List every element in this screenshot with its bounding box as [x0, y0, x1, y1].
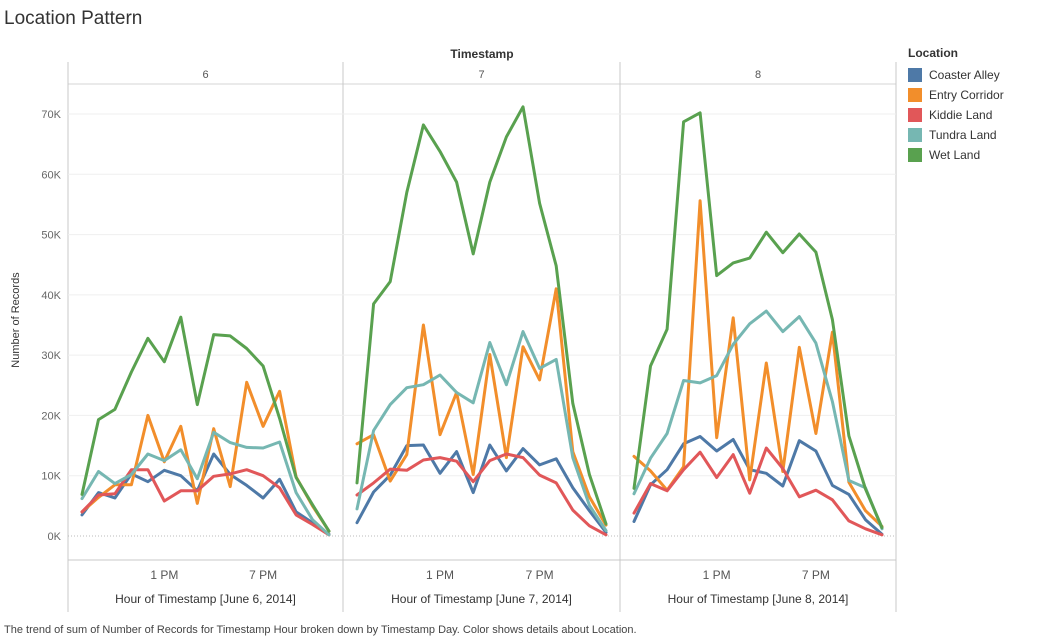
- y-tick-label: 0K: [48, 531, 62, 543]
- y-tick-label: 60K: [41, 169, 61, 181]
- series-line-tundra-land-day-8: [632, 309, 884, 531]
- panel-header-8: 8: [755, 69, 761, 81]
- legend-swatch: [908, 148, 922, 162]
- x-axis-label: Hour of Timestamp [June 7, 2014]: [391, 592, 572, 606]
- legend-item-wet-land[interactable]: Wet Land: [908, 145, 1004, 165]
- y-tick-label: 10K: [41, 471, 61, 483]
- series-line-entry-corridor-day-7: [355, 287, 608, 527]
- y-tick-label: 40K: [41, 290, 61, 302]
- legend-swatch: [908, 128, 922, 142]
- x-axis-label: Hour of Timestamp [June 8, 2014]: [668, 592, 849, 606]
- legend-swatch: [908, 68, 922, 82]
- series-line-tundra-land-day-7: [355, 330, 608, 533]
- y-tick-label: 20K: [41, 410, 61, 422]
- series-line-tundra-land-day-6: [80, 430, 331, 537]
- series-line-kiddie-land-day-7: [355, 452, 608, 537]
- legend-label: Tundra Land: [929, 128, 997, 142]
- legend-label: Coaster Alley: [929, 68, 1000, 82]
- legend-label: Wet Land: [929, 148, 981, 162]
- series-line-entry-corridor-day-6: [80, 380, 331, 533]
- legend-label: Entry Corridor: [929, 88, 1004, 102]
- x-axis-label: Hour of Timestamp [June 6, 2014]: [115, 592, 296, 606]
- y-axis-label: Number of Records: [10, 272, 22, 368]
- series-line-entry-corridor-day-8: [632, 199, 884, 528]
- legend-items: Coaster Alley Entry Corridor Kiddie Land Tu…: [908, 65, 1004, 165]
- x-tick-label: 1 PM: [703, 568, 731, 582]
- legend: Location Coaster Alley Entry Corridor Kidd…: [908, 46, 1004, 165]
- x-tick-label: 1 PM: [426, 568, 454, 582]
- y-tick-label: 30K: [41, 350, 61, 362]
- x-tick-label: 7 PM: [249, 568, 277, 582]
- legend-label: Kiddie Land: [929, 108, 993, 122]
- series-line-wet-land-day-7: [355, 105, 608, 526]
- legend-item-entry-corridor[interactable]: Entry Corridor: [908, 85, 1004, 105]
- column-header: Timestamp: [450, 47, 513, 61]
- panel-header-7: 7: [478, 69, 484, 81]
- series-line-wet-land-day-8: [632, 111, 884, 530]
- chart-caption: The trend of sum of Number of Records fo…: [4, 624, 637, 636]
- y-tick-label: 50K: [41, 230, 61, 242]
- y-tick-label: 70K: [41, 109, 61, 121]
- legend-title: Location: [908, 46, 958, 60]
- x-tick-label: 7 PM: [526, 568, 554, 582]
- series-line-wet-land-day-6: [80, 315, 331, 533]
- legend-item-kiddie-land[interactable]: Kiddie Land: [908, 105, 1004, 125]
- series-line-kiddie-land-day-6: [80, 468, 331, 537]
- panel-header-6: 6: [202, 69, 208, 81]
- legend-item-coaster-alley[interactable]: Coaster Alley: [908, 65, 1004, 85]
- x-tick-label: 1 PM: [150, 568, 178, 582]
- legend-item-tundra-land[interactable]: Tundra Land: [908, 125, 1004, 145]
- legend-swatch: [908, 108, 922, 122]
- x-tick-label: 7 PM: [802, 568, 830, 582]
- legend-swatch: [908, 88, 922, 102]
- series-line-kiddie-land-day-8: [632, 446, 884, 537]
- chart-title: Location Pattern: [4, 8, 143, 29]
- series-line-coaster-alley-day-7: [355, 443, 608, 534]
